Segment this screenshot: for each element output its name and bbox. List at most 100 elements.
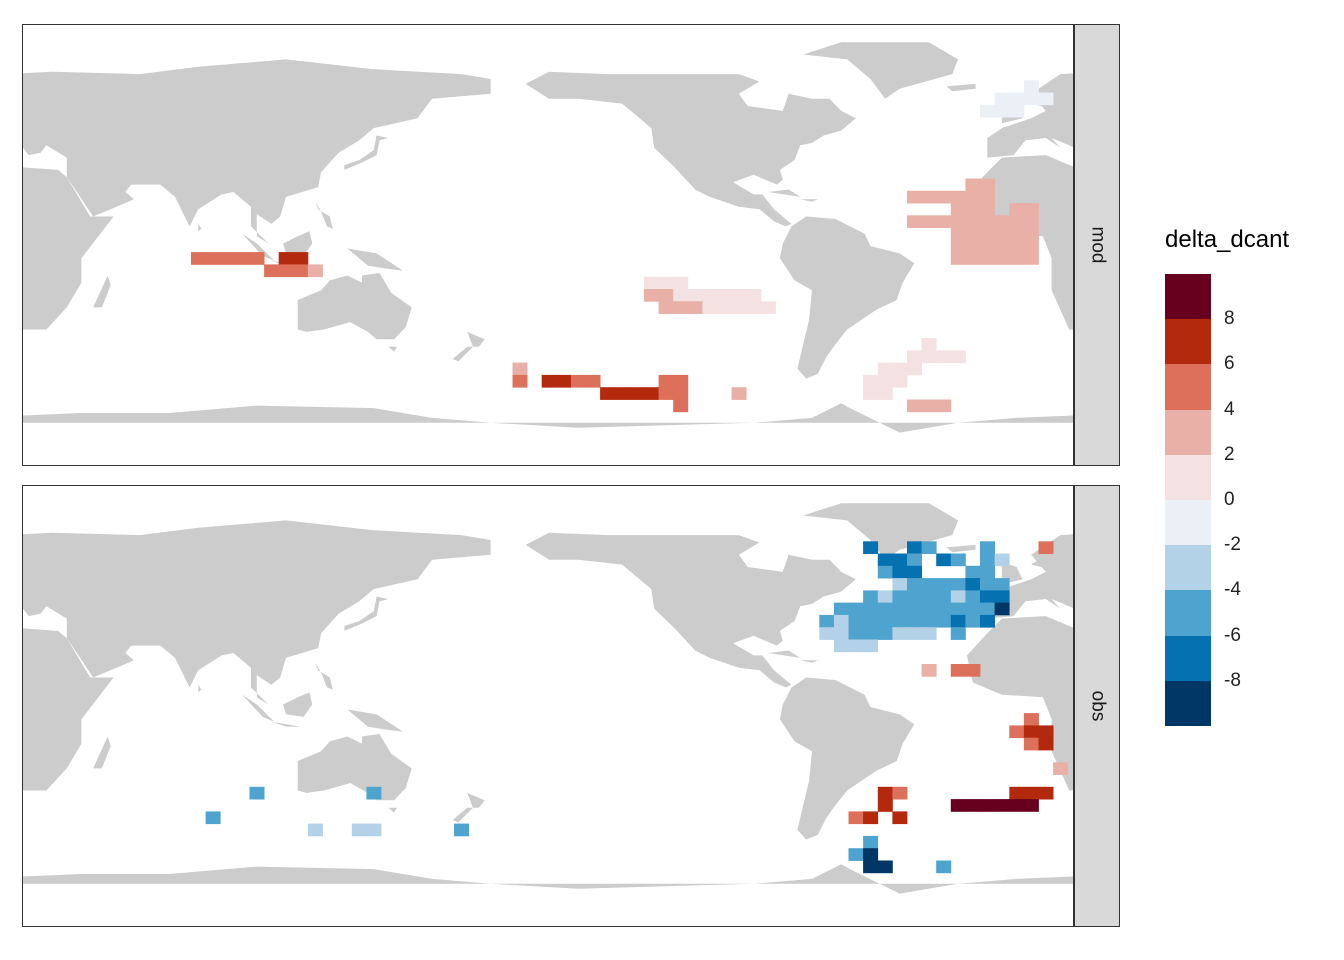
data-cell bbox=[293, 252, 309, 265]
data-cell bbox=[1023, 725, 1039, 739]
data-cell bbox=[746, 301, 762, 314]
data-cell bbox=[658, 374, 674, 388]
data-cell bbox=[907, 399, 922, 413]
data-cell bbox=[570, 374, 586, 388]
data-cell bbox=[220, 252, 236, 265]
data-cell bbox=[892, 565, 908, 579]
data-cell bbox=[863, 541, 879, 554]
data-cell bbox=[848, 639, 864, 653]
data-cell bbox=[614, 387, 630, 400]
data-cell bbox=[980, 252, 995, 265]
facet-label-obs: obs bbox=[1086, 690, 1108, 722]
data-cell bbox=[892, 553, 908, 567]
data-cell bbox=[191, 252, 206, 265]
data-cell bbox=[863, 848, 879, 861]
land-shape bbox=[93, 275, 111, 308]
data-cell bbox=[1009, 799, 1025, 812]
data-cell bbox=[1023, 227, 1039, 241]
data-cell bbox=[1009, 786, 1025, 800]
data-cell bbox=[950, 190, 966, 204]
data-cell bbox=[863, 860, 879, 874]
data-cell bbox=[1023, 203, 1039, 216]
data-cell bbox=[965, 178, 981, 192]
facet-strip-obs: obs bbox=[1074, 485, 1120, 927]
data-cell bbox=[965, 252, 981, 265]
data-cell bbox=[1023, 786, 1039, 800]
legend-tick-label: -6 bbox=[1224, 624, 1241, 646]
data-cell bbox=[892, 627, 908, 640]
land-shape bbox=[23, 74, 53, 109]
data-cell bbox=[1009, 252, 1025, 265]
data-cell bbox=[1038, 541, 1054, 554]
data-cell bbox=[980, 104, 995, 118]
data-cell bbox=[863, 374, 879, 388]
data-cell bbox=[1009, 227, 1025, 241]
data-cell bbox=[980, 565, 995, 579]
land-shape bbox=[800, 199, 818, 202]
data-cell bbox=[863, 602, 879, 616]
data-cell bbox=[965, 602, 981, 616]
data-cell bbox=[1038, 725, 1054, 739]
data-cell bbox=[907, 362, 922, 376]
data-cell bbox=[731, 289, 747, 302]
land-shape bbox=[198, 684, 202, 693]
data-cell bbox=[950, 227, 966, 241]
land-shape bbox=[525, 71, 856, 227]
data-cell bbox=[863, 614, 879, 628]
land-shape bbox=[344, 596, 389, 631]
data-cell bbox=[907, 602, 922, 616]
data-cell bbox=[950, 664, 966, 677]
data-cell bbox=[980, 602, 995, 616]
data-cell bbox=[907, 565, 922, 579]
data-cell bbox=[936, 860, 952, 874]
data-cell bbox=[950, 350, 966, 364]
data-cell bbox=[921, 614, 937, 628]
data-cell bbox=[1023, 239, 1039, 253]
data-cell bbox=[249, 786, 265, 800]
data-cell bbox=[907, 614, 922, 628]
land-shape bbox=[803, 503, 959, 560]
data-cell bbox=[892, 362, 908, 376]
legend-tick-label: 8 bbox=[1224, 308, 1235, 330]
legend-tick-label: -4 bbox=[1224, 579, 1241, 601]
data-cell bbox=[877, 387, 893, 400]
data-cell bbox=[1023, 215, 1039, 228]
data-cell bbox=[950, 590, 966, 604]
data-cell bbox=[673, 399, 689, 413]
data-cell bbox=[892, 786, 908, 800]
data-cell bbox=[863, 639, 879, 653]
land-shape bbox=[315, 662, 333, 690]
data-cell bbox=[877, 553, 893, 567]
data-cell bbox=[1053, 762, 1069, 775]
data-cell bbox=[1023, 713, 1039, 726]
data-cell bbox=[1009, 725, 1025, 739]
land-shape bbox=[946, 544, 976, 553]
data-cell bbox=[892, 374, 908, 388]
data-cell bbox=[717, 289, 732, 302]
data-cell bbox=[293, 264, 309, 278]
legend-swatch bbox=[1165, 590, 1211, 636]
data-cell bbox=[921, 338, 937, 351]
data-cell bbox=[892, 614, 908, 628]
map-mod bbox=[23, 25, 1073, 465]
data-cell bbox=[921, 350, 937, 364]
map-panel-mod bbox=[22, 24, 1074, 466]
data-cell bbox=[629, 387, 645, 400]
data-cell bbox=[994, 578, 1010, 591]
data-cell bbox=[921, 190, 937, 204]
data-cell bbox=[249, 252, 265, 265]
data-cell bbox=[541, 374, 557, 388]
data-cell bbox=[892, 590, 908, 604]
data-cell bbox=[278, 264, 294, 278]
data-cell bbox=[819, 614, 835, 628]
data-cell bbox=[936, 614, 952, 628]
data-cell bbox=[702, 289, 718, 302]
legend-swatch bbox=[1165, 274, 1211, 320]
land-shape bbox=[966, 616, 1073, 791]
data-cell bbox=[863, 590, 879, 604]
data-cell bbox=[644, 387, 659, 400]
data-cell bbox=[936, 350, 952, 364]
data-cell bbox=[980, 178, 995, 192]
data-cell bbox=[950, 203, 966, 216]
data-cell bbox=[980, 590, 995, 604]
